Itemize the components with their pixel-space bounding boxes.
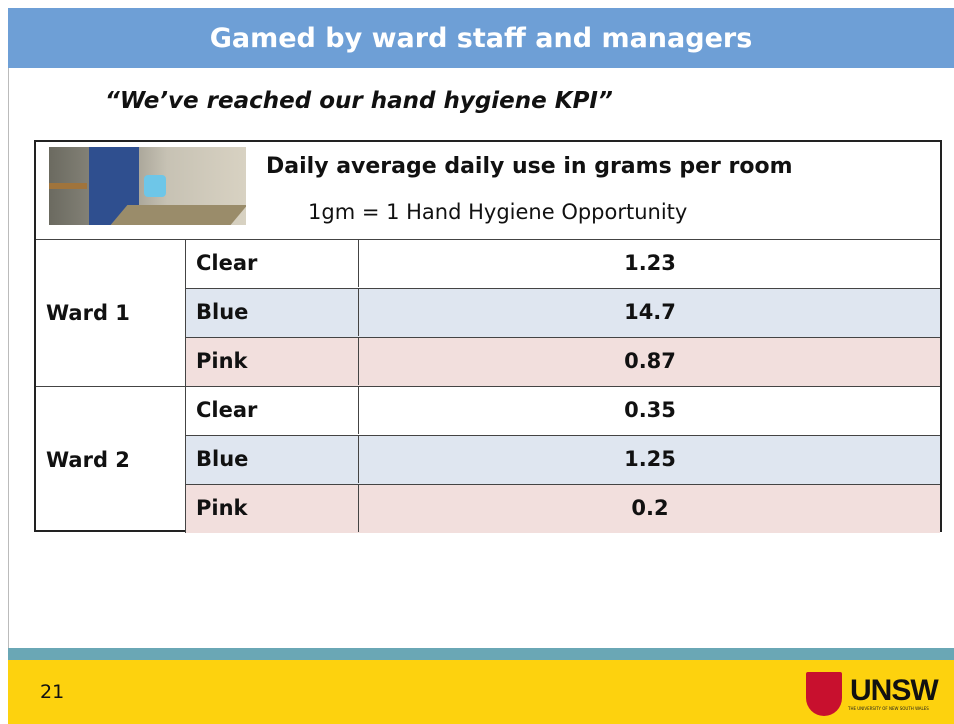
group-label: Ward 2 <box>46 448 130 472</box>
caption-subtitle: 1gm = 1 Hand Hygiene Opportunity <box>308 200 688 224</box>
quote: “We’ve reached our hand hygiene KPI” <box>105 88 613 114</box>
table-row: Blue 14.7 <box>186 288 940 337</box>
slide-title: Gamed by ward staff and managers <box>209 22 753 54</box>
logo-crest <box>806 672 842 716</box>
group-cell: Ward 1 <box>36 239 186 386</box>
table-row: Pink 0.87 <box>186 337 940 386</box>
row-label: Clear <box>196 251 258 275</box>
row-label: Pink <box>196 349 248 373</box>
row-value: 1.23 <box>358 240 941 287</box>
table-row: Clear 0.35 <box>186 386 940 435</box>
group-cell: Ward 2 <box>36 386 186 533</box>
table: Daily average daily use in grams per roo… <box>34 140 942 533</box>
table-row: Clear 1.23 <box>186 239 940 288</box>
group-label: Ward 1 <box>46 301 130 325</box>
row-value: 14.7 <box>358 289 941 336</box>
footer-strip <box>8 648 954 660</box>
caption-title: Daily average daily use in grams per roo… <box>266 154 793 179</box>
row-label: Blue <box>196 300 249 324</box>
logo-subtitle: THE UNIVERSITY OF NEW SOUTH WALES <box>848 706 929 711</box>
row-value: 0.2 <box>358 485 941 532</box>
table-caption: Daily average daily use in grams per roo… <box>36 142 940 240</box>
title-bar: Gamed by ward staff and managers <box>8 8 954 68</box>
left-border <box>8 68 9 648</box>
row-value: 1.25 <box>358 436 941 483</box>
row-label: Clear <box>196 398 258 422</box>
row-value: 0.87 <box>358 338 941 385</box>
table-row: Blue 1.25 <box>186 435 940 484</box>
page-number: 21 <box>40 681 65 703</box>
row-label: Blue <box>196 447 249 471</box>
photo <box>49 147 246 225</box>
row-value: 0.35 <box>358 387 941 434</box>
footer <box>8 660 954 724</box>
logo: UNSW <box>850 674 939 707</box>
row-label: Pink <box>196 496 248 520</box>
table-row: Pink 0.2 <box>186 484 940 533</box>
